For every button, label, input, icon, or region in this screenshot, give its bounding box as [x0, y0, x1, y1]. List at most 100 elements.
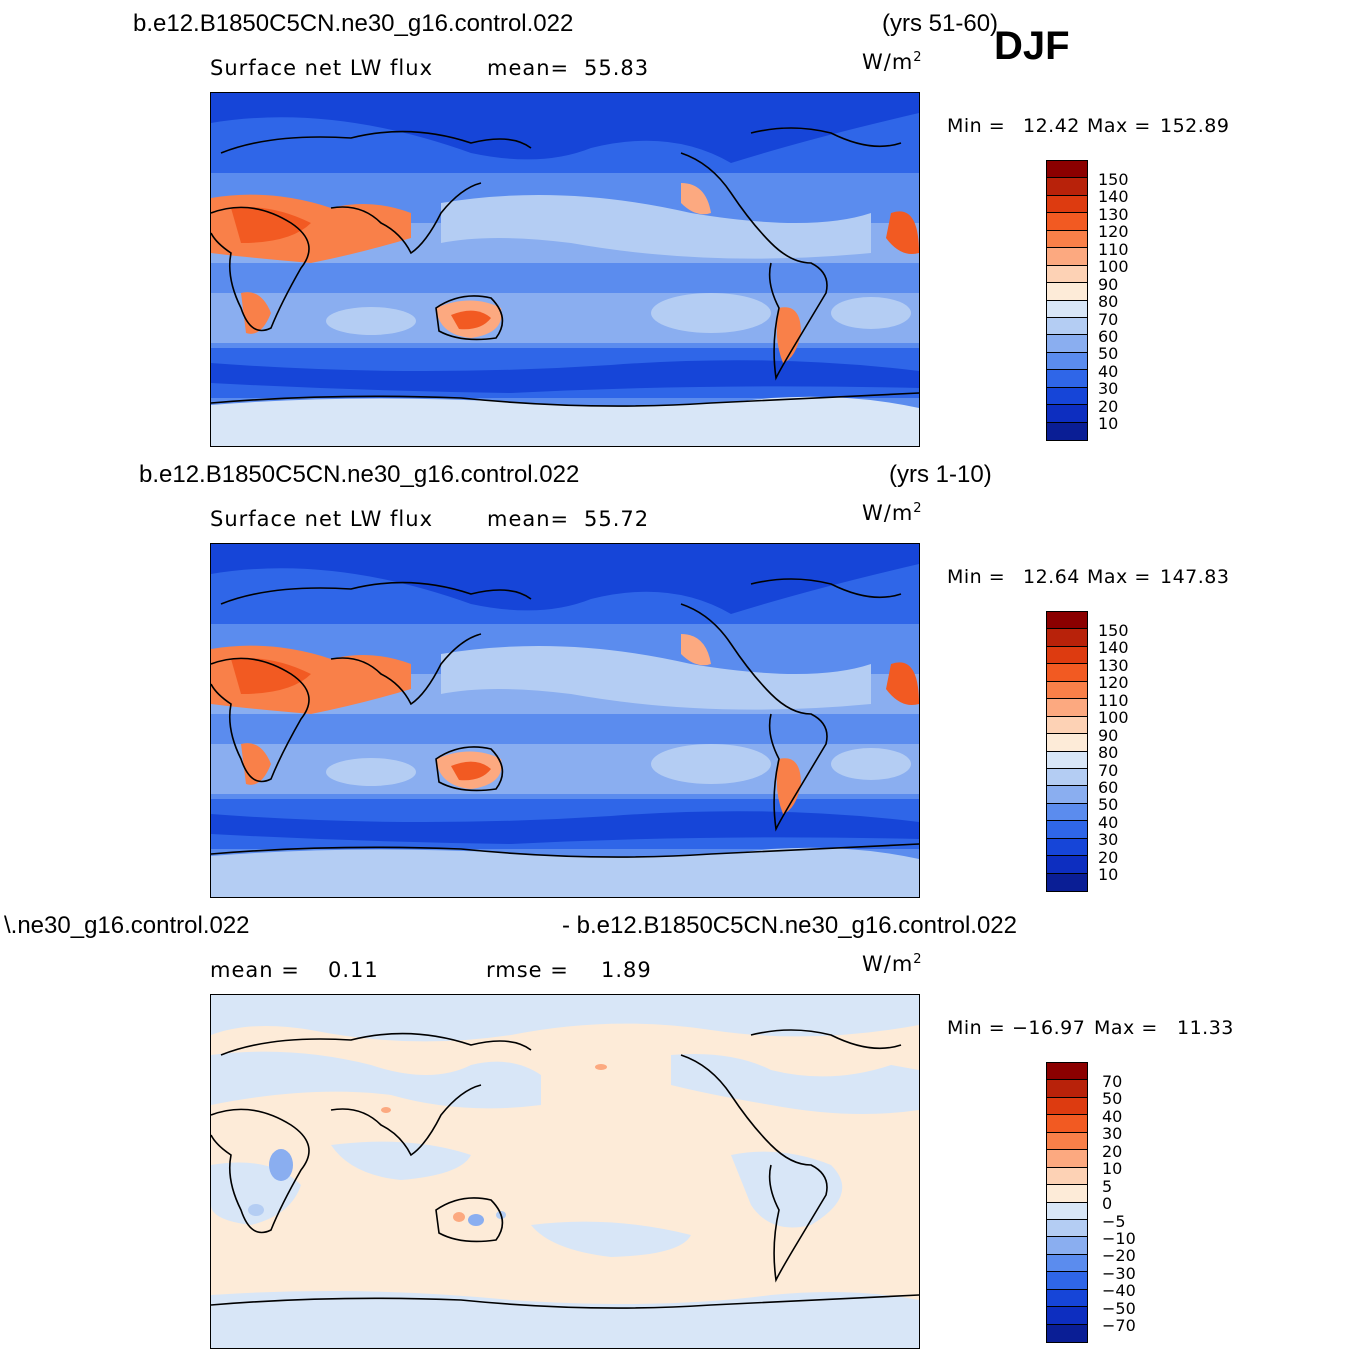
panel3-colorbar-swatch [1047, 1202, 1087, 1220]
panel3-colorbar-swatch [1047, 1132, 1087, 1151]
panel1-colorbar-labels: 150 140 130 120 110 100 90 80 70 60 50 4… [1098, 170, 1129, 434]
colorbar-label: −10 [1102, 1228, 1136, 1248]
panel3-case-title-right: - b.e12.B1850C5CN.ne30_g16.control.022 [562, 912, 1017, 939]
colorbar-label: 130 [1098, 204, 1129, 224]
panel3-colorbar-swatch [1047, 1063, 1087, 1081]
colorbar-label: 20 [1098, 847, 1119, 867]
colorbar-label: −40 [1102, 1281, 1136, 1301]
panel1-mean-label: mean= [487, 56, 570, 80]
colorbar-label: 40 [1098, 812, 1119, 832]
panel2-colorbar-swatch [1047, 664, 1087, 682]
panel1-years: (yrs 51-60) [882, 10, 999, 37]
panel2-map [210, 543, 920, 898]
colorbar-label: 0 [1102, 1194, 1113, 1214]
colorbar-label: 10 [1098, 414, 1119, 434]
panel1-colorbar-swatch [1047, 300, 1087, 318]
panel3-colorbar-swatch [1047, 1237, 1087, 1255]
panel2-variable-name: Surface net LW flux [210, 507, 433, 531]
panel2-colorbar-swatch [1047, 821, 1087, 839]
panel3-colorbar-swatch [1047, 1289, 1087, 1308]
panel1-colorbar-swatch [1047, 178, 1087, 196]
colorbar-label: 70 [1098, 309, 1119, 329]
colorbar-label: 120 [1098, 222, 1129, 242]
panel3-colorbar-swatch [1047, 1307, 1087, 1325]
colorbar-label: 100 [1098, 708, 1129, 728]
colorbar-label: 20 [1102, 1141, 1123, 1161]
panel3-colorbar-swatch [1047, 1150, 1087, 1168]
panel1-min-label: Min = [947, 115, 1006, 137]
colorbar-label: 100 [1098, 257, 1129, 277]
panel1-colorbar-swatch [1047, 387, 1087, 406]
panel1-max-label: Max = [1087, 115, 1151, 137]
colorbar-label: 50 [1098, 795, 1119, 815]
colorbar-label: 30 [1102, 1124, 1123, 1144]
panel2-colorbar-swatch [1047, 856, 1087, 874]
colorbar-label: 50 [1098, 344, 1119, 364]
panel2-colorbar-swatch [1047, 873, 1087, 891]
panel3-max-label: Max = [1094, 1017, 1158, 1039]
colorbar-label: 70 [1098, 760, 1119, 780]
colorbar-label: −30 [1102, 1263, 1136, 1283]
panel1-colorbar [1046, 160, 1088, 441]
panel2-colorbar [1046, 611, 1088, 892]
panel1-colorbar-swatch [1047, 283, 1087, 301]
panel2-min-label: Min = [947, 566, 1006, 588]
panel1-colorbar-swatch [1047, 230, 1087, 249]
panel3-colorbar-swatch [1047, 1097, 1087, 1116]
panel3-min-label: Min = [947, 1017, 1006, 1039]
panel1-colorbar-swatch [1047, 317, 1087, 336]
colorbar-label: 110 [1098, 239, 1129, 259]
panel3-map [210, 994, 920, 1349]
panel1-map [210, 92, 920, 447]
panel2-case-title: b.e12.B1850C5CN.ne30_g16.control.022 [139, 461, 580, 488]
panel2-mean-label: mean= [487, 507, 570, 531]
panel2-colorbar-swatch [1047, 681, 1087, 700]
colorbar-label: 60 [1098, 777, 1119, 797]
panel3-mean-value: 0.11 [328, 958, 379, 982]
panel1-colorbar-swatch [1047, 335, 1087, 353]
panel2-colorbar-swatch [1047, 751, 1087, 769]
panel3-max-value: 11.33 [1177, 1017, 1234, 1039]
panel3-colorbar-swatch [1047, 1324, 1087, 1342]
panel2-max-value: 147.83 [1160, 566, 1230, 588]
panel3-colorbar [1046, 1062, 1088, 1343]
panel3-rmse-label: rmse = [486, 958, 569, 982]
colorbar-label: −50 [1102, 1298, 1136, 1318]
panel1-colorbar-swatch [1047, 195, 1087, 214]
colorbar-label: 10 [1102, 1159, 1123, 1179]
colorbar-label: 150 [1098, 621, 1129, 640]
panel2-units: W/m2 [862, 501, 923, 525]
panel2-colorbar-swatch [1047, 612, 1087, 630]
panel3-colorbar-swatch [1047, 1080, 1087, 1098]
colorbar-label: 5 [1102, 1176, 1113, 1196]
panel2-max-label: Max = [1087, 566, 1151, 588]
panel3-units: W/m2 [862, 952, 923, 976]
panel2-colorbar-swatch [1047, 734, 1087, 752]
panel1-min-value: 12.42 [1023, 115, 1080, 137]
colorbar-label: 110 [1098, 690, 1129, 710]
colorbar-label: 30 [1098, 379, 1119, 399]
panel3-colorbar-swatch [1047, 1115, 1087, 1133]
panel2-colorbar-swatch [1047, 646, 1087, 665]
colorbar-label: −20 [1102, 1246, 1136, 1266]
panel3-colorbar-labels: 70 50 40 30 20 10 5 0 −5 −10 −20 −30 −40… [1102, 1072, 1136, 1336]
panel2-mean-value: 55.72 [584, 507, 650, 531]
panel2-colorbar-swatch [1047, 838, 1087, 857]
panel2-colorbar-swatch [1047, 629, 1087, 647]
panel1-colorbar-swatch [1047, 248, 1087, 266]
panel1-colorbar-swatch [1047, 213, 1087, 231]
panel2-years: (yrs 1-10) [889, 461, 992, 488]
colorbar-label: 130 [1098, 655, 1129, 675]
colorbar-label: 90 [1098, 274, 1119, 294]
colorbar-label: 20 [1098, 396, 1119, 416]
colorbar-label: 10 [1098, 865, 1119, 885]
panel1-colorbar-swatch [1047, 405, 1087, 423]
panel2-colorbar-labels: 150 140 130 120 110 100 90 80 70 60 50 4… [1098, 621, 1129, 885]
panel3-rmse-value: 1.89 [601, 958, 652, 982]
season-label: DJF [994, 24, 1070, 68]
panel1-max-value: 152.89 [1160, 115, 1230, 137]
panel1-mean-value: 55.83 [584, 56, 650, 80]
colorbar-label: 40 [1098, 361, 1119, 381]
panel1-units: W/m2 [862, 50, 923, 74]
colorbar-label: −70 [1102, 1316, 1136, 1336]
